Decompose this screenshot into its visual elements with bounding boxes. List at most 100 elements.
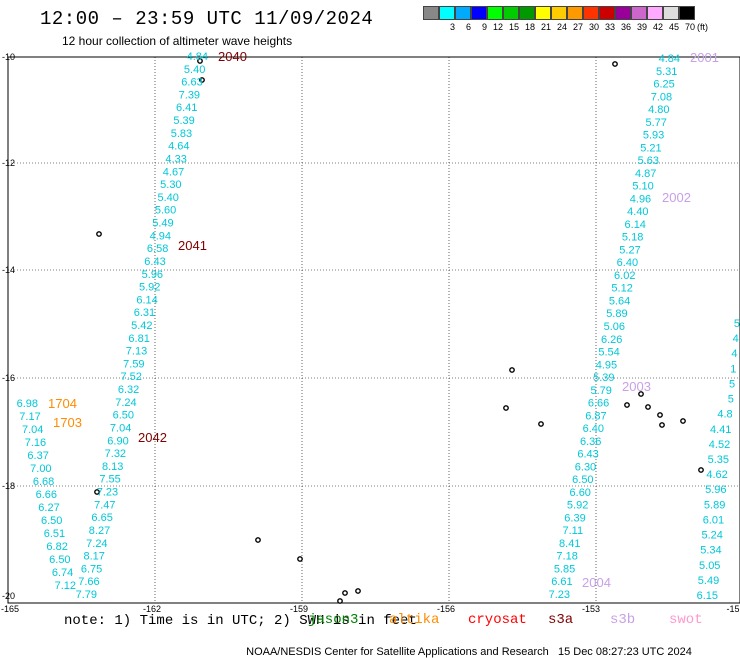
wave-height-value: 5.24 [701, 530, 722, 542]
wave-height-value: 4.94 [150, 230, 171, 242]
y-tick-label: -20 [2, 591, 15, 601]
colorbar-swatch [631, 6, 647, 20]
colorbar-swatch [423, 6, 439, 20]
track-id-label: 2001 [690, 50, 719, 65]
wave-height-value: 7.55 [99, 474, 120, 486]
colorbar-tick-label: 33 [604, 22, 615, 32]
island-outline [94, 489, 100, 495]
island-outline [503, 405, 509, 411]
colorbar-tick-label: 39 [636, 22, 647, 32]
track-id-label: 2004 [582, 575, 611, 590]
wave-height-value: 5.85 [554, 563, 575, 575]
x-tick-label: -159 [290, 604, 308, 614]
track-labels: 1703 1704 2001 2002 2003 2004 2040 2041 2042 [48, 49, 719, 590]
wave-height-value: 7.18 [556, 551, 577, 563]
footer-timestamp: 15 Dec 08:27:23 UTC 2024 [557, 646, 692, 658]
footer-credit: NOAA/NESDIS Center for Satellite Applica… [246, 646, 549, 658]
wave-height-value: 7.66 [78, 576, 99, 588]
wave-height-value: 6.25 [653, 79, 674, 91]
island-outline [342, 590, 348, 596]
colorbar-tick-label: 6 [465, 22, 471, 32]
track-id-label: 1703 [53, 415, 82, 430]
colorbar-tick-label: 70 [684, 22, 695, 32]
island-outline [355, 588, 361, 594]
page-title: 12:00 – 23:59 UTC 11/09/2024 [40, 8, 374, 30]
wave-height-value: 5.35 [708, 454, 729, 466]
island-outline [297, 556, 303, 562]
wave-height-value: 7.24 [115, 397, 136, 409]
wave-height-value: 5.64 [609, 295, 630, 307]
x-tick-label: -153 [582, 604, 600, 614]
wave-height-value: 8.41 [559, 538, 580, 550]
colorbar-tick-label: 12 [492, 22, 503, 32]
colorbar-swatch [583, 6, 599, 20]
island-outline [199, 77, 205, 83]
island-outline [612, 61, 618, 67]
wave-height-value: 4 [733, 333, 739, 345]
x-tick-label: -162 [143, 604, 161, 614]
x-tick-label: -156 [437, 604, 455, 614]
legend-item-s3a: s3a [548, 612, 574, 628]
island-outline [509, 367, 515, 373]
wave-height-value: 7.47 [94, 499, 115, 511]
colorbar [423, 6, 695, 20]
wave-height-value: 5.10 [632, 181, 653, 193]
wave-height-value: 8.13 [102, 461, 123, 473]
wave-height-value: 6.98 [17, 398, 38, 410]
footer: NOAA/NESDIS Center for Satellite Applica… [240, 634, 692, 658]
island-outline [255, 537, 261, 543]
wave-height-value: 7.32 [105, 448, 126, 460]
wave-height-value: 4.41 [710, 424, 731, 436]
wave-height-value: 7.23 [549, 589, 570, 601]
wave-height-value: 6.26 [601, 334, 622, 346]
wave-height-value: 6.36 [580, 436, 601, 448]
wave-height-value: 4.8 [717, 409, 732, 421]
colorbar-swatch [519, 6, 535, 20]
wave-height-value: 6.66 [588, 398, 609, 410]
wave-height-value: 6.41 [176, 102, 197, 114]
wave-height-value: 6.14 [136, 294, 157, 306]
island-outline [96, 231, 102, 237]
colorbar-tick-label: 3 [449, 22, 455, 32]
colorbar-tick-label: 42 [652, 22, 663, 32]
wave-height-value: 6.50 [41, 515, 62, 527]
wave-height-value: 6.90 [107, 435, 128, 447]
wave-height-value: 7.23 [97, 487, 118, 499]
colorbar-swatch [487, 6, 503, 20]
wave-height-value: 7.24 [86, 538, 107, 550]
colorbar-swatch [439, 6, 455, 20]
wave-height-value: 6.81 [128, 333, 149, 345]
wave-height-value: 4.87 [635, 168, 656, 180]
track-id-label: 2041 [178, 238, 207, 253]
wave-height-value: 5.21 [640, 142, 661, 154]
colorbar-tick-label: 36 [620, 22, 631, 32]
track-id-label: 2003 [622, 379, 651, 394]
wave-height-value: 5.83 [171, 128, 192, 140]
wave-height-value: 5.79 [590, 385, 611, 397]
colorbar-unit: (ft) [697, 22, 708, 32]
island-outline [638, 391, 644, 397]
wave-height-value: 5.60 [155, 205, 176, 217]
colorbar-labels: 3 6 9 12 15 18 21 24 27 30 33 36 39 42 45 70 (ft) [423, 22, 717, 34]
track-id-label: 2040 [218, 49, 247, 64]
island-outline [197, 58, 203, 64]
wave-height-value: 5.06 [604, 321, 625, 333]
wave-height-value: 5.40 [158, 192, 179, 204]
legend-item-s3b: s3b [610, 612, 636, 628]
wave-height-value: 4.62 [706, 469, 727, 481]
wave-height-value: 6.30 [575, 461, 596, 473]
colorbar-swatch [535, 6, 551, 20]
wave-height-value: 7.16 [25, 437, 46, 449]
wave-height-value: 5 [729, 378, 735, 390]
wave-height-value: 6.61 [551, 576, 572, 588]
island-outline [657, 412, 663, 418]
wave-height-value: 7.04 [22, 424, 43, 436]
x-tick-label: -15 [726, 604, 739, 614]
wave-height-value: 4.33 [165, 153, 186, 165]
wave-height-value: 5.27 [619, 244, 640, 256]
wave-height-value: 5.49 [152, 218, 173, 230]
colorbar-tick-label: 15 [508, 22, 519, 32]
colorbar-swatch [663, 6, 679, 20]
island-outline [538, 421, 544, 427]
